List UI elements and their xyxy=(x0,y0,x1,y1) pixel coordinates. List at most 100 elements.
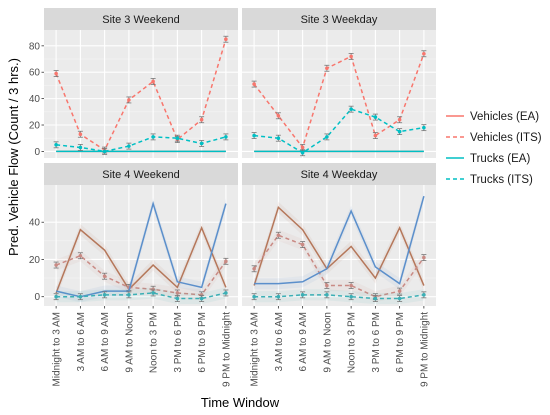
panel-strip-site-3-weekday xyxy=(242,8,436,30)
series-line-vehicles-its xyxy=(253,53,425,150)
data-point-trucks-its xyxy=(373,115,378,119)
data-point-vehicles-its xyxy=(224,259,228,264)
data-point-vehicles-its xyxy=(276,233,281,238)
series-band-vehicles-ea xyxy=(56,222,226,299)
y-tick-label: 0 xyxy=(34,147,40,158)
y-tick-label: 20 xyxy=(29,121,41,132)
data-point-trucks-its xyxy=(325,135,329,139)
data-point-vehicles-its xyxy=(252,82,256,86)
data-point-trucks-its xyxy=(224,291,228,295)
data-point-vehicles-its xyxy=(54,71,58,76)
data-point-trucks-its xyxy=(151,135,155,139)
panel-strip-site-4-weekday xyxy=(242,163,436,185)
data-point-vehicles-its xyxy=(54,263,58,267)
data-point-trucks-its xyxy=(252,133,256,138)
series-line-trucks-its xyxy=(254,294,424,300)
series-line-trucks-its xyxy=(56,136,227,153)
data-point-vehicles-its xyxy=(349,283,353,288)
panel-strip-site-4-weekend xyxy=(44,163,238,185)
data-point-trucks-its xyxy=(199,141,204,146)
series-band-trucks-its xyxy=(56,287,226,305)
panel-background-site-3-weekend xyxy=(44,30,238,158)
data-point-vehicles-its xyxy=(422,51,426,56)
data-point-trucks-its xyxy=(252,294,256,299)
legend-label-vehicles-its: Vehicles (ITS) xyxy=(470,132,542,144)
data-point-vehicles-its xyxy=(373,133,378,138)
series-line-vehicles-its xyxy=(55,254,227,296)
data-point-trucks-its xyxy=(325,293,329,297)
data-point-vehicles-its xyxy=(102,274,107,279)
data-point-trucks-its xyxy=(151,291,155,295)
x-axis-title: Time Window xyxy=(201,395,280,410)
data-point-trucks-its xyxy=(224,135,228,139)
series-line-vehicles-its xyxy=(253,234,425,298)
data-point-trucks-its xyxy=(78,145,83,150)
series-line-trucks-ea xyxy=(254,195,425,285)
x-tick-label: Noon to 3 PM xyxy=(149,312,160,373)
data-point-trucks-its xyxy=(102,293,107,297)
x-tick-label: Noon to 3 PM xyxy=(347,312,358,373)
x-tick-label: 3 PM to 6 PM xyxy=(173,312,184,373)
data-point-vehicles-its xyxy=(252,266,256,271)
panel-title-site-4-weekend: Site 4 Weekend xyxy=(102,169,179,181)
data-point-trucks-its xyxy=(127,293,131,297)
data-point-vehicles-its xyxy=(199,117,204,122)
data-point-trucks-its xyxy=(175,296,180,301)
data-point-vehicles-its xyxy=(349,54,353,59)
data-point-trucks-its xyxy=(349,294,353,299)
panel-background-site-3-weekday xyxy=(242,30,436,158)
legend-label-trucks-its: Trucks (ITS) xyxy=(470,174,533,186)
y-tick-label: 40 xyxy=(29,218,41,229)
data-point-trucks-its xyxy=(54,143,58,147)
data-point-vehicles-its xyxy=(422,255,426,260)
y-tick-label: 20 xyxy=(29,255,41,266)
data-point-trucks-its xyxy=(422,125,426,130)
data-point-trucks-its xyxy=(276,294,281,299)
x-tick-label: 3 AM to 6 AM xyxy=(274,312,285,371)
series-line-vehicles-ea xyxy=(55,225,227,294)
x-tick-label: 9 AM to Noon xyxy=(322,312,333,373)
data-point-trucks-its xyxy=(300,293,305,297)
y-axis-title: Pred. Vehicle Flow (Count / 3 hrs.) xyxy=(6,58,21,256)
panel-title-site-3-weekend: Site 3 Weekend xyxy=(102,14,179,26)
legend-label-vehicles-ea: Vehicles (EA) xyxy=(470,111,539,123)
x-tick-label: 3 PM to 6 PM xyxy=(371,312,382,373)
y-tick-label: 80 xyxy=(29,41,41,52)
data-point-vehicles-its xyxy=(127,98,131,102)
data-point-trucks-its xyxy=(199,296,204,301)
x-tick-label: 3 AM to 6 AM xyxy=(76,312,87,371)
data-point-vehicles-its xyxy=(397,289,402,293)
data-point-trucks-its xyxy=(397,129,402,134)
data-point-vehicles-its xyxy=(175,291,180,295)
data-point-trucks-its xyxy=(300,150,305,155)
data-point-vehicles-its xyxy=(151,79,155,84)
x-tick-label: 9 PM to Midnight xyxy=(221,312,232,387)
series-band-trucks-its xyxy=(254,289,424,305)
series-line-trucks-its xyxy=(56,292,227,300)
x-tick-label: Midnight to 3 AM xyxy=(52,312,63,386)
data-point-trucks-its xyxy=(102,149,107,154)
y-tick-label: 0 xyxy=(34,292,40,303)
data-point-trucks-its xyxy=(276,136,281,141)
legend-label-trucks-ea: Trucks (EA) xyxy=(470,153,530,165)
data-point-trucks-its xyxy=(54,294,58,299)
y-tick-label: 60 xyxy=(29,68,41,79)
panel-title-site-4-weekday: Site 4 Weekday xyxy=(301,169,378,181)
panel-strip-site-3-weekend xyxy=(44,8,238,30)
data-point-vehicles-its xyxy=(325,283,329,288)
data-point-vehicles-its xyxy=(224,37,228,42)
x-tick-label: 9 PM to Midnight xyxy=(419,312,430,387)
data-point-trucks-its xyxy=(373,296,378,301)
x-tick-label: Midnight to 3 AM xyxy=(250,312,261,386)
data-point-trucks-its xyxy=(422,293,426,297)
x-tick-label: 6 AM to 9 AM xyxy=(298,312,309,371)
series-line-vehicles-ea xyxy=(253,205,425,286)
x-tick-label: 6 PM to 9 PM xyxy=(395,312,406,373)
series-line-vehicles-its xyxy=(55,39,227,152)
data-point-trucks-its xyxy=(78,294,83,299)
panel-title-site-3-weekday: Site 3 Weekday xyxy=(301,14,378,26)
series-band-vehicles-its xyxy=(56,250,226,301)
series-line-trucks-its xyxy=(254,108,424,154)
